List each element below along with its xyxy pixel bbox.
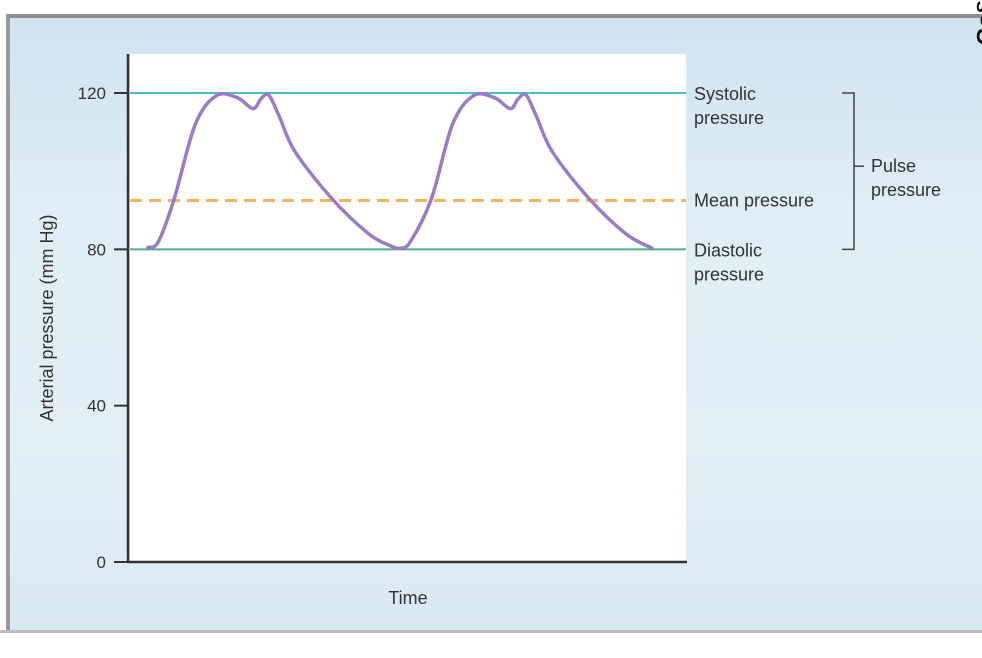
bracket-line bbox=[842, 92, 855, 251]
y-ticks: 0 40 80 120 bbox=[78, 84, 128, 572]
y-axis-title: Arterial pressure (mm Hg) bbox=[37, 214, 57, 421]
axes bbox=[126, 54, 687, 564]
reference-label: Diastolic bbox=[694, 240, 762, 260]
series-group bbox=[146, 92, 654, 251]
y-tick-label: 80 bbox=[87, 240, 106, 259]
pulse-pressure-label: pressure bbox=[871, 180, 941, 200]
pulse-pressure-bracket: Pulse pressure bbox=[842, 92, 941, 251]
y-tick-label: 40 bbox=[87, 397, 106, 416]
reference-label: pressure bbox=[694, 264, 764, 284]
reference-labels: Systolic pressure Mean pressure Diastolic pr… bbox=[694, 84, 814, 284]
pulse-pressure-label: Pulse bbox=[871, 156, 916, 176]
y-tick-label: 0 bbox=[97, 553, 106, 572]
y-tick-label: 120 bbox=[78, 84, 106, 103]
pressure-waveform-line bbox=[146, 92, 654, 251]
reference-label: pressure bbox=[694, 108, 764, 128]
bottom-divider bbox=[0, 630, 982, 633]
plot-area bbox=[130, 54, 686, 561]
reference-label: Mean pressure bbox=[694, 190, 814, 210]
x-axis-title: Time bbox=[388, 588, 427, 608]
reference-label: Systolic bbox=[694, 84, 756, 104]
